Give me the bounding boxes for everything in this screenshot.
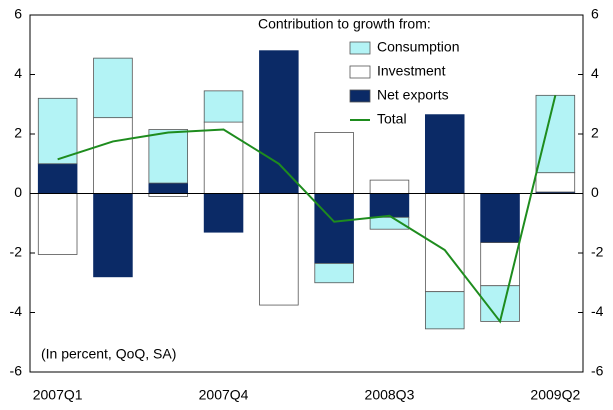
y-tick-label: -4: [10, 303, 23, 319]
x-tick-label: 2007Q4: [199, 387, 249, 403]
bar: [93, 57, 133, 119]
legend-label: Total: [377, 111, 407, 127]
bar: [203, 121, 244, 194]
bar: [93, 117, 133, 194]
x-tick-label: 2009Q2: [530, 387, 580, 403]
legend-swatch: [349, 89, 371, 103]
bar: [259, 193, 299, 306]
y2-tick-label: 0: [591, 184, 599, 200]
bar: [37, 163, 78, 194]
y2-tick-label: -6: [591, 363, 604, 379]
bar: [93, 193, 133, 278]
y-tick-label: -2: [10, 244, 23, 260]
bar: [259, 50, 299, 194]
legend-label: Consumption: [377, 39, 460, 55]
bar: [314, 193, 354, 264]
x-tick-label: 2007Q1: [33, 387, 83, 403]
bar: [369, 216, 410, 230]
bar: [369, 193, 410, 218]
line: [57, 95, 557, 324]
legend-swatch: [349, 41, 371, 55]
bar: [535, 172, 576, 193]
y-tick-label: -6: [10, 363, 23, 379]
bar: [480, 193, 520, 243]
y-tick-label: 6: [14, 6, 22, 22]
y2-tick-label: 6: [591, 6, 599, 22]
y2-tick-label: 4: [591, 65, 599, 81]
bar: [535, 94, 576, 174]
y-tick-label: 4: [14, 65, 22, 81]
x-tick-label: 2008Q3: [365, 387, 415, 403]
legend-title: Contribution to growth from:: [258, 16, 431, 32]
bar: [314, 132, 354, 194]
y2-tick-label: -2: [591, 244, 604, 260]
bar: [203, 193, 244, 233]
bar: [369, 179, 410, 194]
bar: [424, 114, 465, 194]
annotation: (In percent, QoQ, SA): [41, 346, 176, 362]
bar: [148, 182, 189, 194]
legend-label: Investment: [377, 63, 446, 79]
bar: [314, 263, 354, 284]
bar: [424, 291, 465, 330]
legend-swatch: [349, 65, 371, 79]
legend-label: Net exports: [377, 87, 449, 103]
bar: [480, 242, 520, 287]
bar: [203, 90, 244, 123]
bar: [37, 193, 78, 255]
y2-tick-label: 2: [591, 125, 599, 141]
y-tick-label: 0: [14, 184, 22, 200]
bar: [148, 129, 189, 184]
bar: [37, 97, 78, 165]
y-tick-label: 2: [14, 125, 22, 141]
y2-tick-label: -4: [591, 303, 604, 319]
